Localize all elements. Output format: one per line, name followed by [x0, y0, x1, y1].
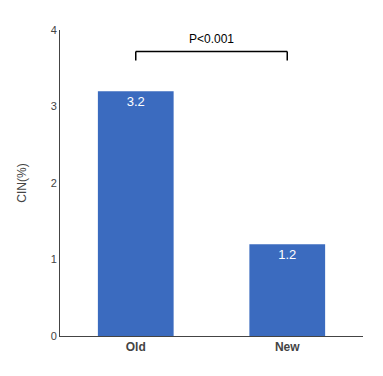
svg-text:1.2: 1.2	[278, 247, 296, 262]
svg-text:CIN(%): CIN(%)	[15, 163, 29, 202]
svg-text:2: 2	[51, 177, 57, 189]
svg-text:Old: Old	[126, 340, 146, 354]
svg-text:3.2: 3.2	[127, 94, 145, 109]
svg-text:1: 1	[51, 253, 57, 265]
svg-text:P<0.001: P<0.001	[189, 32, 234, 46]
svg-text:New: New	[275, 340, 300, 354]
svg-text:4: 4	[51, 24, 57, 36]
svg-text:0: 0	[51, 330, 57, 342]
svg-text:3: 3	[51, 100, 57, 112]
